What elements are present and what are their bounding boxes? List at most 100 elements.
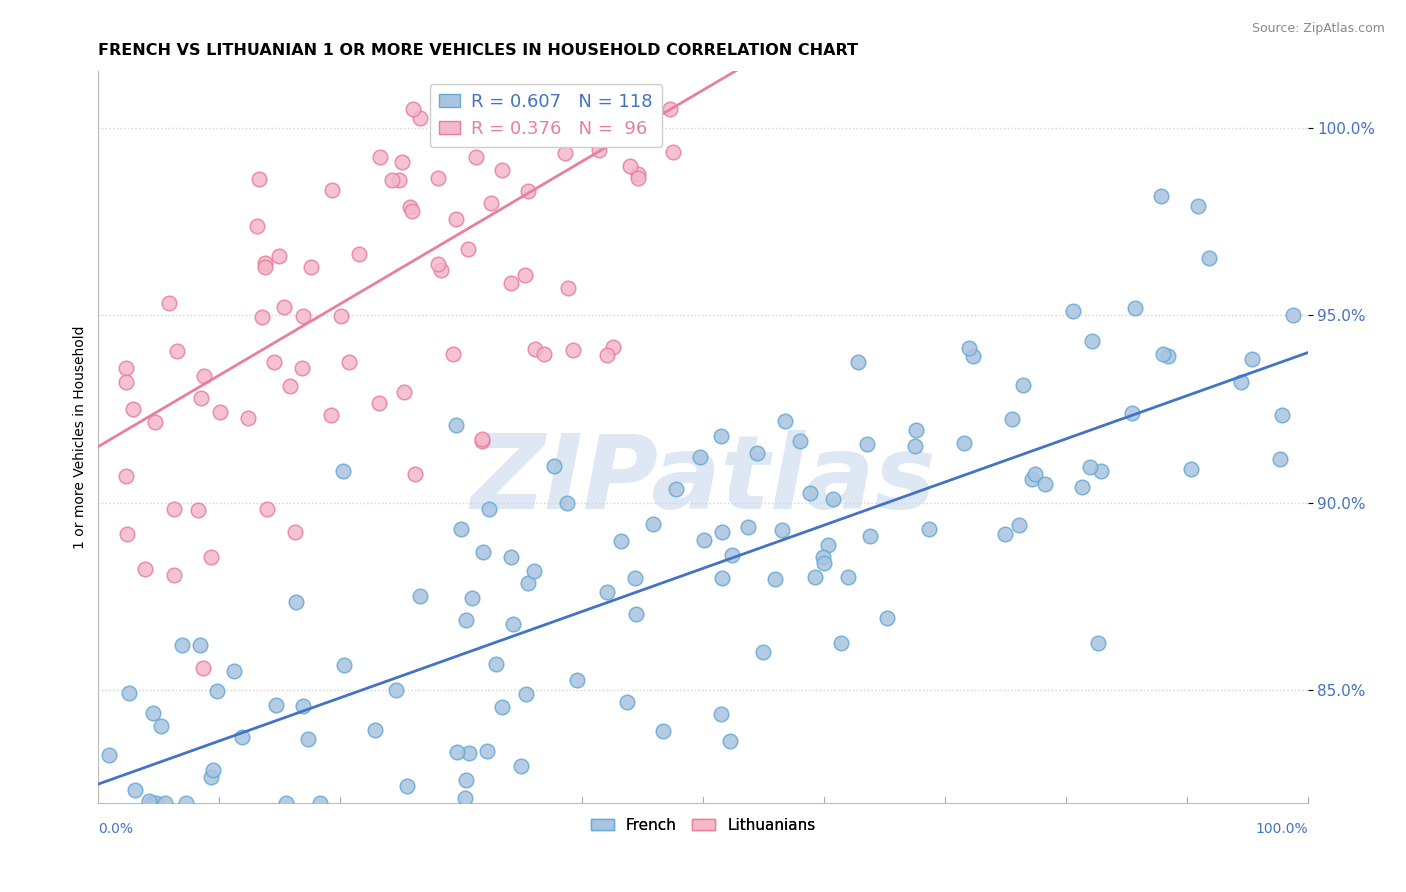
Point bbox=[264, 698, 287, 713]
Point bbox=[627, 170, 650, 185]
Point bbox=[1024, 467, 1046, 482]
Point bbox=[394, 384, 416, 399]
Point bbox=[994, 527, 1017, 541]
Point bbox=[904, 439, 927, 453]
Point bbox=[658, 102, 681, 116]
Point bbox=[689, 450, 711, 464]
Point bbox=[176, 796, 198, 810]
Point bbox=[451, 102, 474, 116]
Point bbox=[962, 349, 984, 363]
Point bbox=[1281, 308, 1303, 322]
Point bbox=[332, 464, 354, 478]
Point bbox=[710, 706, 733, 721]
Point bbox=[1152, 347, 1174, 361]
Point bbox=[308, 796, 330, 810]
Point bbox=[596, 584, 619, 599]
Point bbox=[662, 145, 685, 159]
Point bbox=[134, 562, 156, 576]
Point bbox=[166, 343, 188, 358]
Point bbox=[813, 557, 835, 571]
Point bbox=[555, 496, 578, 510]
Point bbox=[98, 747, 121, 762]
Point bbox=[399, 200, 422, 214]
Point bbox=[200, 770, 222, 784]
Point bbox=[627, 168, 650, 182]
Point bbox=[773, 414, 796, 428]
Point bbox=[122, 401, 145, 416]
Point bbox=[602, 340, 624, 354]
Point bbox=[456, 773, 478, 788]
Point bbox=[145, 796, 167, 810]
Point bbox=[957, 341, 980, 355]
Point bbox=[693, 533, 716, 548]
Point bbox=[546, 102, 568, 116]
Point bbox=[564, 102, 586, 116]
Point bbox=[803, 570, 825, 584]
Point bbox=[190, 391, 212, 405]
Point bbox=[610, 533, 633, 548]
Point bbox=[501, 277, 523, 291]
Point bbox=[799, 485, 821, 500]
Point bbox=[138, 794, 160, 808]
Point bbox=[481, 195, 503, 210]
Point bbox=[285, 594, 308, 608]
Point bbox=[543, 459, 565, 474]
Point bbox=[447, 102, 470, 116]
Point bbox=[292, 309, 315, 323]
Point bbox=[817, 538, 839, 552]
Point bbox=[491, 699, 513, 714]
Point bbox=[859, 529, 882, 543]
Point bbox=[141, 796, 163, 810]
Point bbox=[623, 571, 645, 585]
Point bbox=[876, 610, 898, 624]
Point bbox=[290, 360, 312, 375]
Point bbox=[368, 396, 391, 410]
Point bbox=[1062, 303, 1084, 318]
Point bbox=[558, 102, 581, 116]
Text: Source: ZipAtlas.com: Source: ZipAtlas.com bbox=[1251, 22, 1385, 36]
Point bbox=[1121, 406, 1143, 420]
Point bbox=[170, 638, 193, 652]
Point bbox=[502, 616, 524, 631]
Point bbox=[446, 745, 468, 759]
Point bbox=[402, 102, 425, 116]
Point bbox=[596, 348, 619, 362]
Point bbox=[409, 589, 432, 603]
Point bbox=[565, 673, 588, 687]
Point bbox=[588, 143, 610, 157]
Point bbox=[1081, 334, 1104, 348]
Point bbox=[247, 172, 270, 186]
Point bbox=[299, 260, 322, 275]
Point bbox=[292, 698, 315, 713]
Point bbox=[321, 183, 343, 197]
Point bbox=[1078, 459, 1101, 474]
Point bbox=[830, 636, 852, 650]
Point bbox=[202, 763, 225, 777]
Point bbox=[555, 102, 578, 116]
Point bbox=[616, 694, 638, 708]
Point bbox=[510, 759, 533, 773]
Point bbox=[115, 526, 138, 541]
Point bbox=[461, 591, 484, 605]
Point bbox=[187, 503, 209, 517]
Point bbox=[595, 110, 617, 124]
Point bbox=[1033, 477, 1056, 491]
Point bbox=[471, 432, 494, 446]
Point bbox=[157, 296, 180, 310]
Point bbox=[395, 779, 418, 793]
Point bbox=[1090, 464, 1112, 478]
Point bbox=[1198, 252, 1220, 266]
Point bbox=[115, 360, 138, 375]
Point bbox=[209, 405, 232, 419]
Point bbox=[468, 102, 491, 116]
Point bbox=[1021, 472, 1043, 486]
Point bbox=[118, 686, 141, 700]
Point bbox=[1011, 377, 1033, 392]
Point bbox=[523, 342, 546, 356]
Point bbox=[381, 172, 404, 186]
Point bbox=[1125, 301, 1147, 315]
Point bbox=[205, 683, 228, 698]
Point bbox=[837, 570, 859, 584]
Point bbox=[114, 375, 136, 389]
Point bbox=[562, 343, 585, 357]
